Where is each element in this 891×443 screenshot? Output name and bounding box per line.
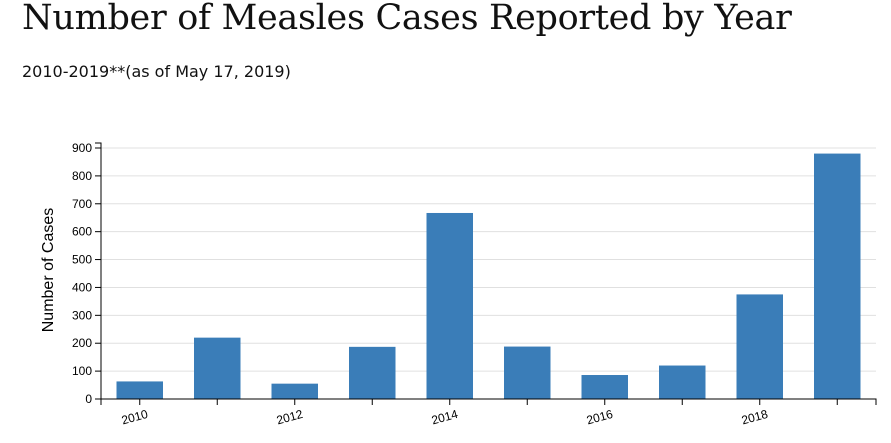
page-title: Number of Measles Cases Reported by Year [22,0,792,38]
y-axis: 0 100 200 300 400 500 600 700 800 900 [72,141,102,406]
x-tick-label: 2016 [585,407,615,428]
bar-2017 [659,365,706,399]
y-tick: 800 [72,169,101,183]
x-tick-label: 2014 [430,407,460,428]
bar-2015 [504,346,551,399]
y-tick-label: 900 [72,141,92,155]
y-tick: 700 [72,197,101,211]
y-tick: 400 [72,280,101,294]
bar-2011 [194,337,241,399]
x-tick: 2010 [120,399,150,427]
x-tick-label: 2018 [740,407,770,428]
y-tick-label: 600 [72,225,92,239]
y-tick: 100 [72,364,101,378]
y-tick: 300 [72,308,101,322]
y-tick: 200 [72,336,101,350]
x-tick-label: 2010 [120,407,150,428]
y-tick-label: 200 [72,336,92,350]
y-tick: 500 [72,253,101,267]
bar-2010 [116,381,163,399]
y-tick-label: 800 [72,169,92,183]
y-tick-label: 400 [72,280,92,294]
x-axis-line [100,398,877,405]
page-subtitle: 2010-2019**(as of May 17, 2019) [22,62,291,81]
y-tick-label: 300 [72,308,92,322]
x-tick-label: 2012 [275,407,305,428]
bar-2016 [581,375,628,399]
bars [116,153,861,399]
x-tick: 2018 [740,399,770,427]
y-tick: 900 [72,141,101,155]
x-tick: 2012 [275,399,305,427]
y-axis-label: Number of Cases [40,208,57,333]
y-tick-label: 500 [72,253,92,267]
bar-2013 [349,346,396,399]
bar-2014 [426,212,473,399]
y-tick-label: 700 [72,197,92,211]
bar-2019 [814,153,861,399]
y-tick-label: 0 [85,392,92,406]
x-axis: 2010 2012 2014 2016 2018 [100,398,877,427]
x-tick: 2016 [585,399,615,427]
x-tick: 2014 [430,399,460,427]
bar-2018 [736,294,783,399]
y-axis-line [95,142,102,400]
y-tick-label: 100 [72,364,92,378]
y-tick: 600 [72,225,101,239]
bar-2012 [271,383,318,399]
